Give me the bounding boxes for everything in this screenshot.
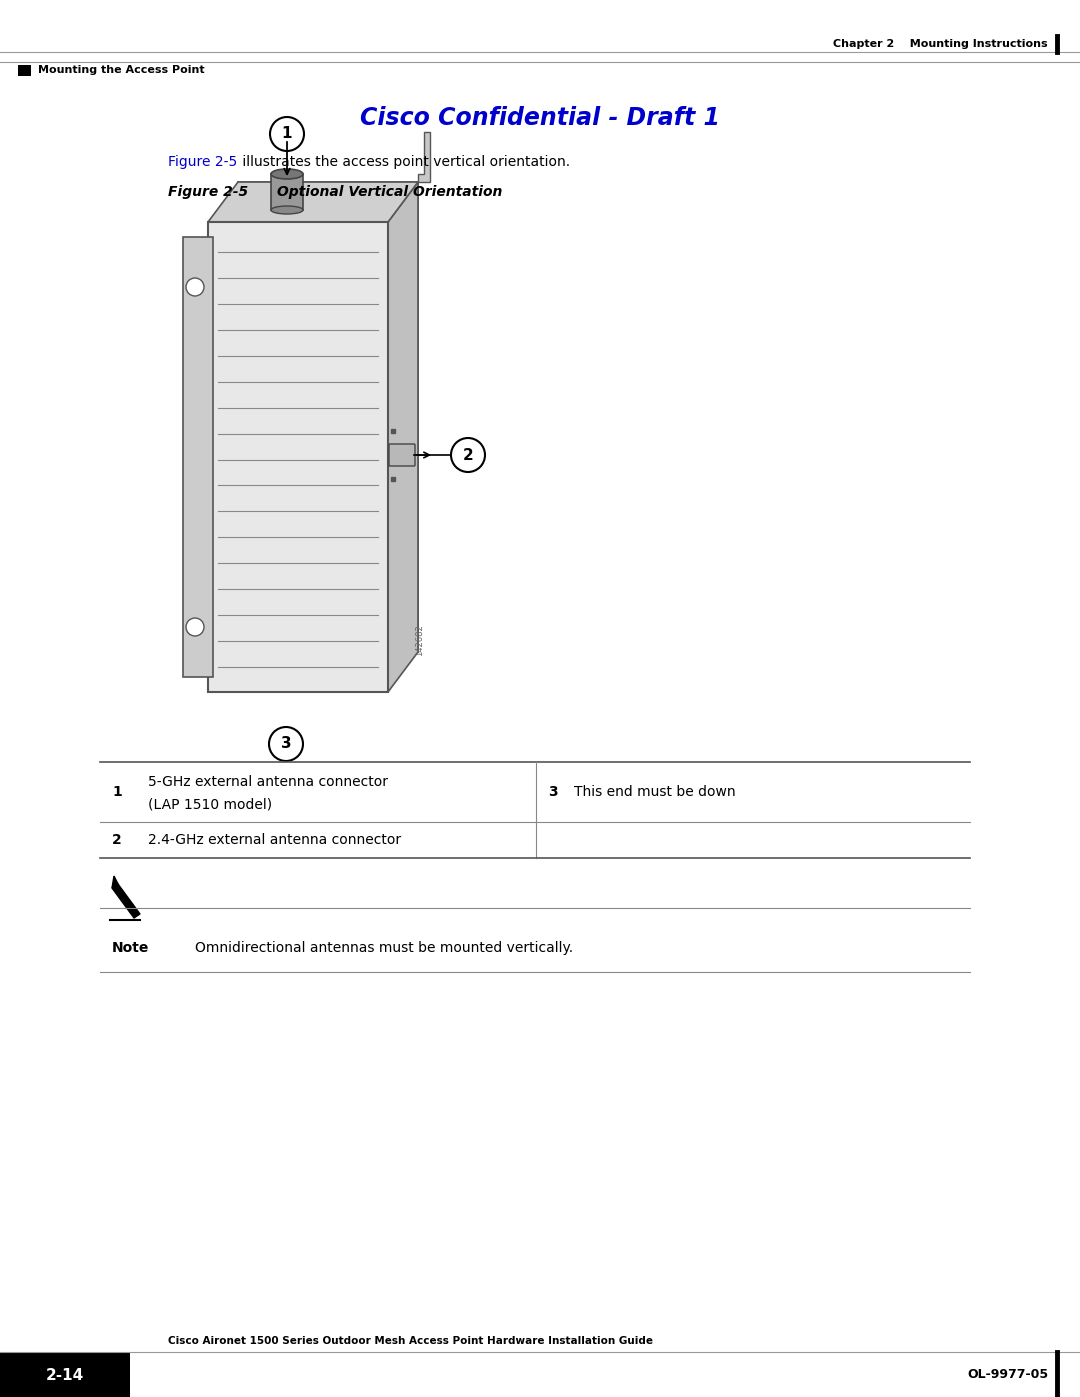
- Bar: [18, 66, 31, 75]
- Text: Mounting the Access Point: Mounting the Access Point: [38, 66, 204, 75]
- Bar: [271, 175, 303, 210]
- Text: 5-GHz external antenna connector: 5-GHz external antenna connector: [148, 775, 388, 789]
- Polygon shape: [112, 876, 118, 888]
- Text: 3: 3: [548, 785, 557, 799]
- Text: Figure 2-5: Figure 2-5: [168, 184, 248, 198]
- Text: 142682: 142682: [416, 624, 424, 655]
- Polygon shape: [238, 182, 418, 652]
- Polygon shape: [388, 182, 418, 692]
- Text: This end must be down: This end must be down: [573, 785, 735, 799]
- Polygon shape: [183, 237, 213, 678]
- Text: Chapter 2    Mounting Instructions: Chapter 2 Mounting Instructions: [834, 39, 1048, 49]
- Polygon shape: [208, 182, 418, 222]
- Text: OL-9977-05: OL-9977-05: [967, 1369, 1048, 1382]
- Text: illustrates the access point vertical orientation.: illustrates the access point vertical or…: [238, 155, 570, 169]
- Circle shape: [270, 117, 303, 151]
- Circle shape: [186, 278, 204, 296]
- FancyBboxPatch shape: [389, 444, 415, 467]
- Text: 2: 2: [462, 447, 473, 462]
- Text: 2.4-GHz external antenna connector: 2.4-GHz external antenna connector: [148, 833, 401, 847]
- Circle shape: [451, 439, 485, 472]
- Text: Omnidirectional antennas must be mounted vertically.: Omnidirectional antennas must be mounted…: [195, 942, 573, 956]
- Text: 3: 3: [281, 736, 292, 752]
- Text: Optional Vertical Orientation: Optional Vertical Orientation: [238, 184, 502, 198]
- Polygon shape: [112, 884, 140, 918]
- Text: Note: Note: [112, 942, 149, 956]
- Text: 2: 2: [112, 833, 122, 847]
- Text: (LAP 1510 model): (LAP 1510 model): [148, 798, 272, 812]
- Text: 1: 1: [282, 127, 293, 141]
- Text: 1: 1: [112, 785, 122, 799]
- Text: 2-14: 2-14: [45, 1368, 84, 1383]
- Circle shape: [269, 726, 303, 761]
- Polygon shape: [208, 222, 388, 692]
- Text: Cisco Aironet 1500 Series Outdoor Mesh Access Point Hardware Installation Guide: Cisco Aironet 1500 Series Outdoor Mesh A…: [168, 1336, 653, 1345]
- Bar: [0, 1354, 130, 1397]
- Ellipse shape: [271, 169, 303, 179]
- Circle shape: [186, 617, 204, 636]
- Polygon shape: [418, 131, 430, 182]
- Ellipse shape: [271, 205, 303, 214]
- Text: Figure 2-5: Figure 2-5: [168, 155, 238, 169]
- Text: Cisco Confidential - Draft 1: Cisco Confidential - Draft 1: [360, 106, 720, 130]
